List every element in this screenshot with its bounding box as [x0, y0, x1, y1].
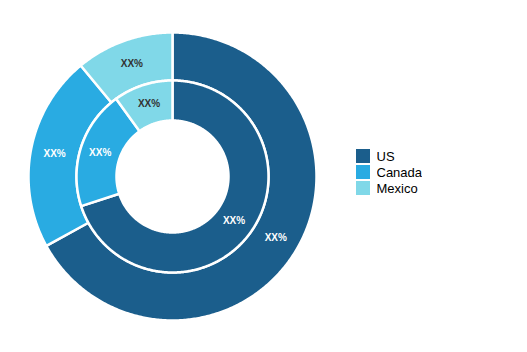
svg-text:XX%: XX% — [121, 58, 143, 69]
svg-text:XX%: XX% — [89, 147, 111, 158]
html-text:US: US — [376, 148, 395, 164]
svg-text:XX%: XX% — [44, 148, 66, 159]
html-text:Mexico: Mexico — [376, 180, 418, 196]
svg-text:XX%: XX% — [223, 215, 245, 226]
svg-text:XX%: XX% — [138, 98, 160, 109]
html-text:Canada: Canada — [376, 164, 422, 180]
svg-text:XX%: XX% — [265, 232, 287, 243]
